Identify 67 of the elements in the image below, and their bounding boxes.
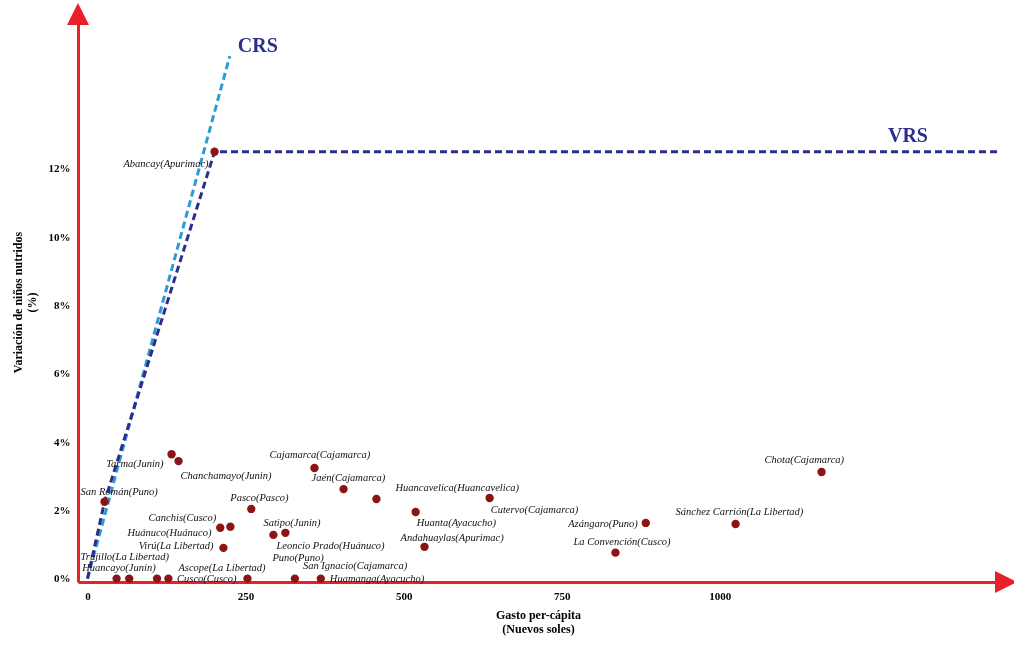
annotation: Leoncio Prado(Huánuco) <box>275 539 386 552</box>
point <box>210 147 219 156</box>
point <box>731 519 740 529</box>
y-tick-label: 8% <box>54 298 71 311</box>
annotation: San Román(Puno) <box>80 485 159 498</box>
annotation: Huamanga(Ayacucho) <box>328 572 425 585</box>
annotation: Cusco(Cusco) <box>177 572 238 585</box>
annotation: Chota(Cajamarca) <box>764 454 845 467</box>
annotation: Satipo(Junin) <box>263 516 322 529</box>
point <box>641 518 650 528</box>
annotation: Virú(La Libertad) <box>138 539 214 552</box>
point <box>372 494 381 504</box>
annotation: Huancavelica(Huancavelica) <box>394 482 520 495</box>
series-label: VRS <box>887 123 928 146</box>
y-tick-label: 2% <box>54 503 71 516</box>
point <box>112 574 121 583</box>
y-tick-label: 0% <box>54 572 71 585</box>
x-tick-label: 1000 <box>709 589 732 602</box>
annotation: Sánchez Carrión(La Libertad) <box>675 505 804 518</box>
annotation: Ascope(La Libertad) <box>177 561 267 574</box>
annotation: Trujillo(La Libertad) <box>80 550 170 563</box>
annotation: Pasco(Pasco) <box>229 491 290 504</box>
annotation: Azángaro(Puno) <box>567 517 639 530</box>
point <box>290 574 300 583</box>
point <box>164 574 173 583</box>
point <box>219 543 228 553</box>
y-tick-label: 10% <box>48 230 71 243</box>
point <box>817 467 826 477</box>
series-label: CRS <box>237 34 278 57</box>
x-axis-title: Gasto per-cápita (Nuevos soles) <box>495 607 582 636</box>
point <box>281 528 290 537</box>
point <box>174 456 183 466</box>
point <box>243 574 252 583</box>
point <box>167 450 176 459</box>
annotation: Chanchamayo(Junin) <box>180 470 273 483</box>
x-tick-label: 750 <box>553 589 571 602</box>
point <box>125 574 134 583</box>
point <box>216 523 225 532</box>
annotation: Huanta(Ayacucho) <box>415 517 497 529</box>
annotation: Canchis(Cusco) <box>148 511 217 524</box>
point <box>411 507 420 517</box>
annotation: Andahuaylas(Apurimac) <box>399 531 505 544</box>
y-axis-title: Variación de niños nutridos (%) <box>10 231 39 374</box>
annotation: Huánuco(Huánuco) <box>126 526 212 539</box>
point <box>269 530 278 540</box>
point <box>152 574 162 583</box>
y-tick-label: 4% <box>54 435 71 448</box>
y-tick-label: 12% <box>48 162 71 175</box>
annotation: Huancayo(Junin) <box>81 561 157 574</box>
annotation: Cajamarca(Cajamarca) <box>269 448 371 461</box>
annotation: Tarma(Junin) <box>106 458 165 471</box>
point <box>226 522 235 531</box>
y-tick-label: 6% <box>54 367 71 380</box>
point <box>310 463 319 473</box>
point <box>247 504 256 514</box>
point <box>100 497 109 506</box>
annotation: Abancay(Apurimac) <box>122 157 210 170</box>
annotation: Cutervo(Cajamarca) <box>490 504 579 516</box>
point <box>485 493 494 503</box>
annotation: Jaén(Cajamarca) <box>311 472 386 485</box>
x-tick-label: 250 <box>237 589 255 602</box>
point <box>339 484 348 494</box>
x-tick-label: 0 <box>85 589 92 602</box>
annotation: La Convención(Cusco) <box>572 535 672 548</box>
x-tick-label: 500 <box>395 589 413 602</box>
point <box>316 574 325 583</box>
point <box>611 548 620 557</box>
